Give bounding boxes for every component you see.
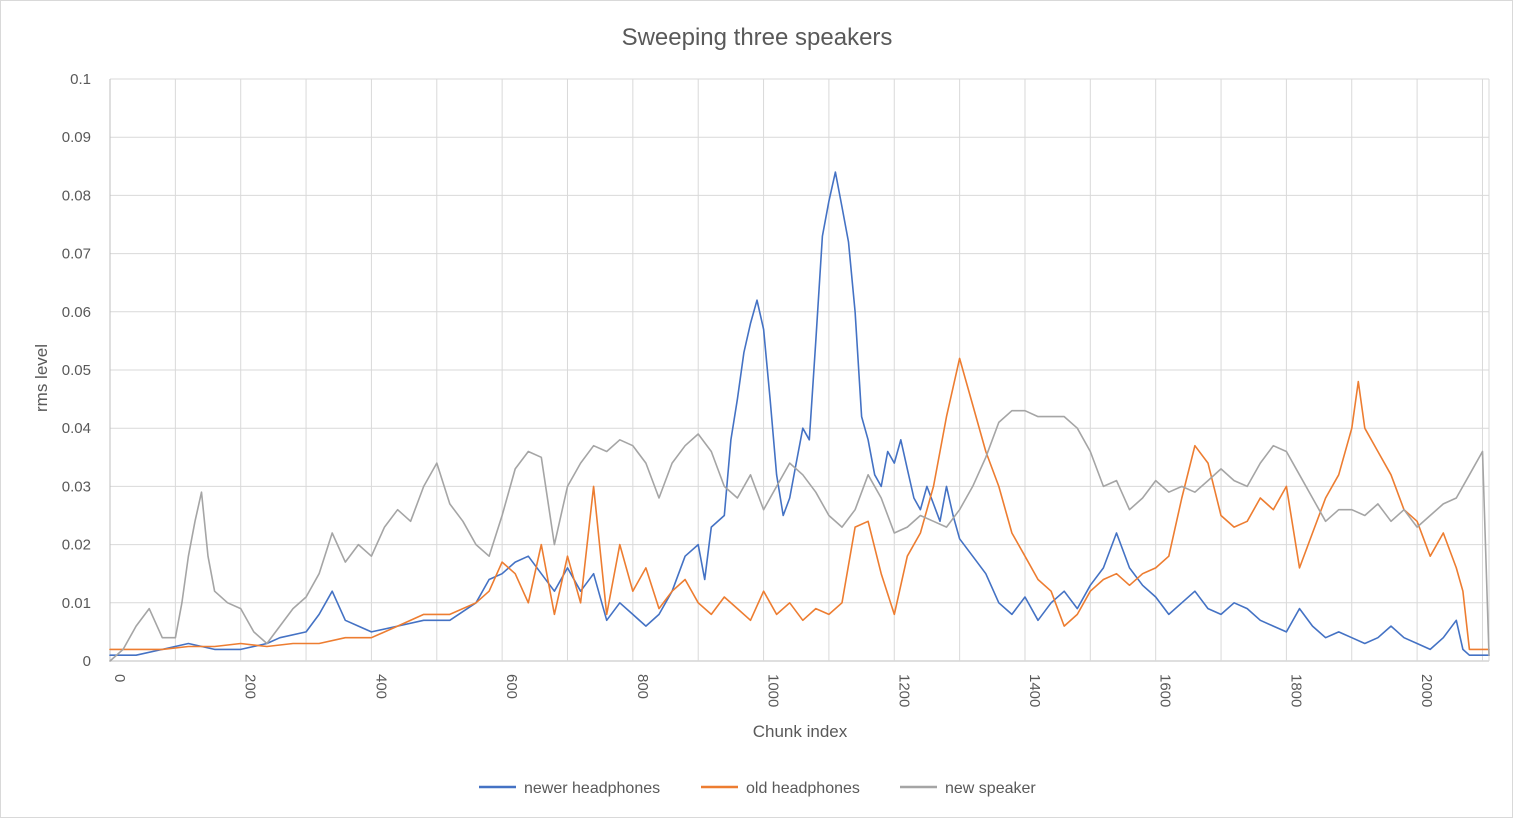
x-tick-label: 400 <box>372 674 389 699</box>
legend-label-newer-headphones: newer headphones <box>524 780 660 797</box>
x-tick-label: 1400 <box>1026 674 1043 707</box>
y-axis-label: rms level <box>32 344 51 412</box>
legend-label-old-headphones: old headphones <box>746 780 860 797</box>
legend: newer headphones old headphones new speake… <box>479 780 1036 797</box>
x-tick-label: 1600 <box>1157 674 1174 707</box>
y-tick-label: 0.06 <box>62 304 91 321</box>
y-tick-label: 0.03 <box>62 478 91 495</box>
series-line-old-headphones <box>109 357 1490 651</box>
y-tick-label: 0.02 <box>62 537 91 554</box>
series-lines <box>109 171 1490 662</box>
y-tick-label: 0.05 <box>62 362 91 379</box>
x-tick-label: 200 <box>242 674 259 699</box>
y-tick-label: 0 <box>83 653 91 670</box>
grid-lines <box>109 78 1490 662</box>
y-tick-label: 0.04 <box>62 420 91 437</box>
x-tick-label: 1800 <box>1287 674 1304 707</box>
x-tick-label: 600 <box>503 674 520 699</box>
x-tick-label: 1000 <box>765 674 782 707</box>
legend-label-new-speaker: new speaker <box>945 780 1036 797</box>
x-axis-label: Chunk index <box>753 722 848 741</box>
y-tick-label: 0.1 <box>70 71 91 88</box>
series-line-new-speaker <box>109 409 1490 662</box>
x-tick-label: 2000 <box>1418 674 1435 707</box>
y-tick-label: 0.08 <box>62 187 91 204</box>
x-axis-ticks: 0 200 400 600 800 1000 1200 1400 1600 1800 2000 <box>111 674 1435 707</box>
y-tick-label: 0.01 <box>62 595 91 612</box>
y-tick-label: 0.09 <box>62 129 91 146</box>
y-axis-ticks: 0 0.01 0.02 0.03 0.04 0.05 0.06 0.07 0.08 0.09 0.1 <box>62 71 91 670</box>
x-tick-label: 800 <box>634 674 651 699</box>
y-tick-label: 0.07 <box>62 246 91 263</box>
series-line-newer-headphones <box>109 171 1490 656</box>
chart-title: Sweeping three speakers <box>622 24 893 51</box>
x-tick-label: 0 <box>111 674 128 682</box>
x-tick-label: 1200 <box>895 674 912 707</box>
